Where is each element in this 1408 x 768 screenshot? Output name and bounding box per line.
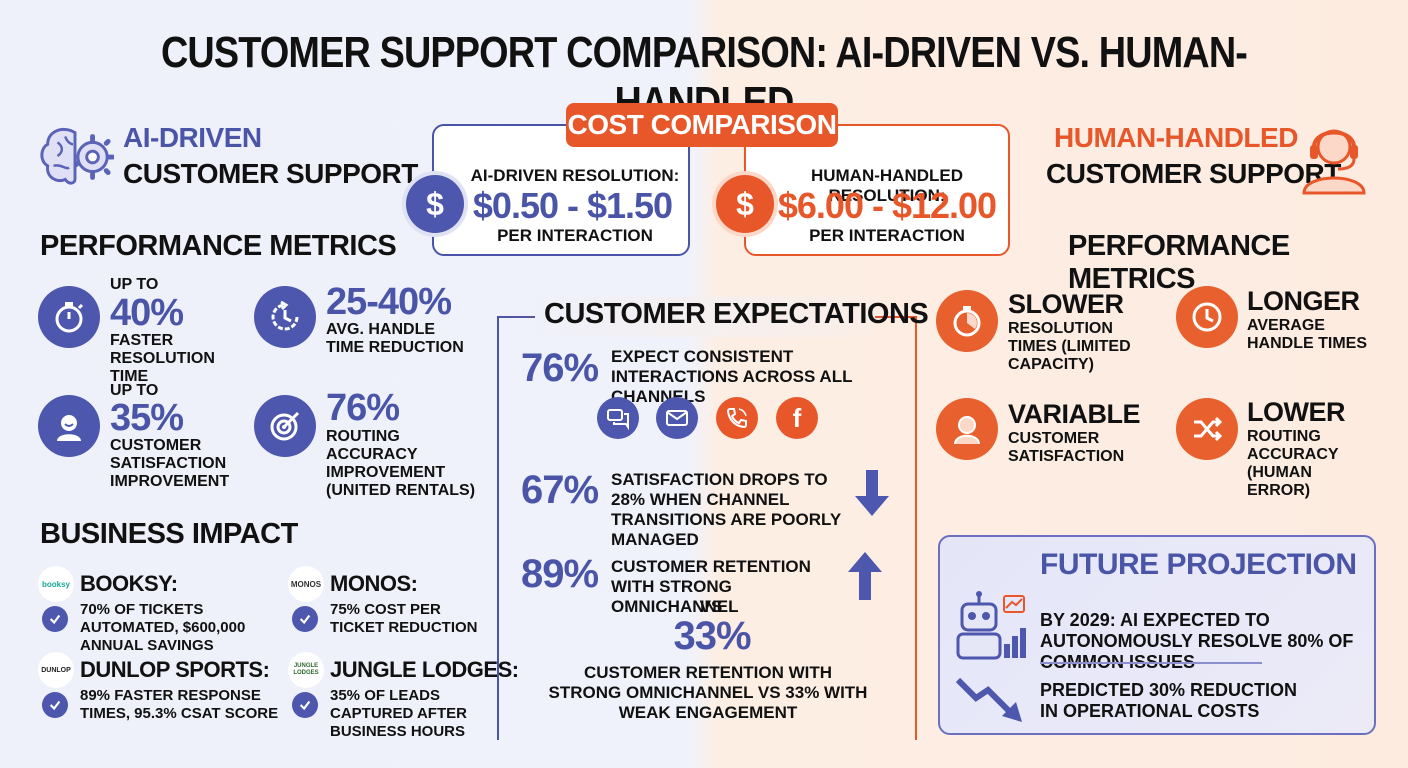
business-2-desc: 75% COST PER TICKET REDUCTION: [330, 601, 478, 636]
clock-arrow-icon: [254, 286, 316, 348]
human-metric-1-desc: RESOLUTION TIMES (LIMITED CAPACITY): [1008, 320, 1131, 373]
email-icon: [656, 397, 698, 439]
booksy-logo: booksy: [38, 566, 74, 602]
page-title: CUSTOMER SUPPORT COMPARISON: AI-DRIVEN V…: [160, 28, 1248, 127]
arrow-up-icon: [848, 552, 882, 605]
human-metric-4-desc: ROUTING ACCURACY (HUMAN ERROR): [1247, 428, 1339, 499]
expectations-heading-bg: [535, 297, 875, 337]
stopwatch-icon: [38, 286, 100, 348]
expectation-footer: CUSTOMER RETENTION WITH STRONG OMNICHANN…: [548, 663, 868, 722]
facebook-icon: f: [776, 397, 818, 439]
ai-metric-1-desc: FASTER RESOLUTION TIME: [110, 332, 215, 385]
ai-title-bottom: CUSTOMER SUPPORT: [123, 158, 418, 189]
person-icon: [936, 398, 998, 460]
check-icon: [292, 606, 318, 632]
future-item-2-text: PREDICTED 30% REDUCTION IN OPERATIONAL C…: [1040, 680, 1298, 721]
brain-gear-icon: [36, 122, 116, 192]
expectations-heading: CUSTOMER EXPECTATIONS: [544, 298, 929, 330]
ai-cost-per: PER INTERACTION: [497, 226, 653, 245]
happy-person-icon: [38, 395, 100, 457]
slow-stopwatch-icon: [936, 290, 998, 352]
ai-metric-2-value: 25-40%: [326, 281, 452, 323]
human-metric-2-title: LONGER: [1247, 286, 1360, 316]
chat-icon: [597, 397, 639, 439]
arrow-down-icon: [855, 470, 889, 523]
business-3-desc: 89% FASTER RESPONSE TIMES, 95.3% CSAT SC…: [80, 687, 279, 722]
future-divider: [1040, 662, 1262, 664]
business-4-desc: 35% OF LEADS CAPTURED AFTER BUSINESS HOU…: [330, 687, 467, 740]
dollar-icon: $: [716, 175, 774, 233]
business-heading: BUSINESS IMPACT: [40, 518, 298, 550]
headset-agent-icon: [1298, 115, 1370, 195]
expectation-1-text: EXPECT CONSISTENT INTERACTIONS ACROSS AL…: [611, 347, 853, 406]
expectation-2-pct: 67%: [521, 468, 599, 512]
ai-metric-4-desc: ROUTING ACCURACY IMPROVEMENT (UNITED REN…: [326, 428, 476, 499]
human-title-top: HUMAN-HANDLED: [1054, 122, 1298, 153]
target-icon: [254, 395, 316, 457]
human-metric-1-title: SLOWER: [1008, 289, 1124, 319]
expectation-1-pct: 76%: [521, 346, 599, 390]
ai-metric-3-small: UP TO: [110, 382, 159, 399]
future-heading: FUTURE PROJECTION: [1040, 548, 1357, 581]
expectation-vs: VS: [699, 597, 723, 616]
ai-metric-1-value: 40%: [110, 292, 184, 334]
business-4-name: JUNGLE LODGES:: [330, 657, 519, 682]
human-cost-price: $6.00 - $12.00: [777, 185, 997, 226]
future-item-1-text: BY 2029: AI EXPECTED TO AUTONOMOUSLY RES…: [1040, 610, 1354, 672]
business-1-desc: 70% OF TICKETS AUTOMATED, $600,000 ANNUA…: [80, 601, 246, 654]
ai-metric-3-desc: CUSTOMER SATISFACTION IMPROVEMENT: [110, 437, 230, 490]
ai-title-top: AI-DRIVEN: [123, 122, 262, 153]
check-icon: [42, 692, 68, 718]
expectation-3-text: CUSTOMER RETENTION WITH STRONG OMNICHANN…: [611, 557, 811, 616]
expectation-3-pct: 89%: [521, 552, 599, 596]
human-metrics-heading: PERFORMANCE METRICS: [1068, 230, 1290, 295]
trend-down-icon: [955, 676, 1026, 731]
shuffle-icon: [1176, 398, 1238, 460]
human-cost-per: PER INTERACTION: [809, 226, 965, 245]
ai-metric-3-value: 35%: [110, 397, 184, 439]
future-projection-box: [938, 535, 1376, 735]
human-metric-3-desc: CUSTOMER SATISFACTION: [1008, 430, 1125, 465]
human-metric-4-title: LOWER: [1247, 397, 1346, 427]
dunlop-logo: DUNLOP: [38, 652, 74, 688]
ai-cost-head: AI-DRIVEN RESOLUTION:: [470, 166, 680, 185]
ai-metric-1-small: UP TO: [110, 276, 159, 293]
ai-metric-4-value: 76%: [326, 387, 400, 429]
expectation-4-pct: 33%: [673, 614, 751, 658]
robot-chart-icon: [954, 590, 1028, 667]
human-cost-head: HUMAN-HANDLED RESOLUTION:: [810, 166, 964, 205]
business-2-name: MONOS:: [330, 571, 418, 596]
human-metric-3-title: VARIABLE: [1008, 399, 1141, 429]
expectations-box: [497, 316, 917, 740]
ai-metrics-heading: PERFORMANCE METRICS: [40, 230, 397, 262]
ai-cost-price: $0.50 - $1.50: [472, 185, 673, 226]
human-metric-2-desc: AVERAGE HANDLE TIMES: [1247, 317, 1367, 352]
clock-icon: [1176, 286, 1238, 348]
ai-metric-2-desc: AVG. HANDLE TIME REDUCTION: [326, 321, 464, 356]
cost-comparison-label: COST COMPARISON: [566, 103, 838, 147]
jungle-lodges-logo: JUNGLE LODGES: [288, 652, 324, 688]
check-icon: [292, 692, 318, 718]
phone-icon: [716, 397, 758, 439]
dollar-icon: $: [406, 175, 464, 233]
monos-logo: MONOS: [288, 566, 324, 602]
business-3-name: DUNLOP SPORTS:: [80, 657, 270, 682]
check-icon: [42, 606, 68, 632]
business-1-name: BOOKSY:: [80, 571, 178, 596]
expectation-2-text: SATISFACTION DROPS TO 28% WHEN CHANNEL T…: [611, 470, 841, 549]
human-title-bottom: CUSTOMER SUPPORT: [1046, 158, 1341, 189]
